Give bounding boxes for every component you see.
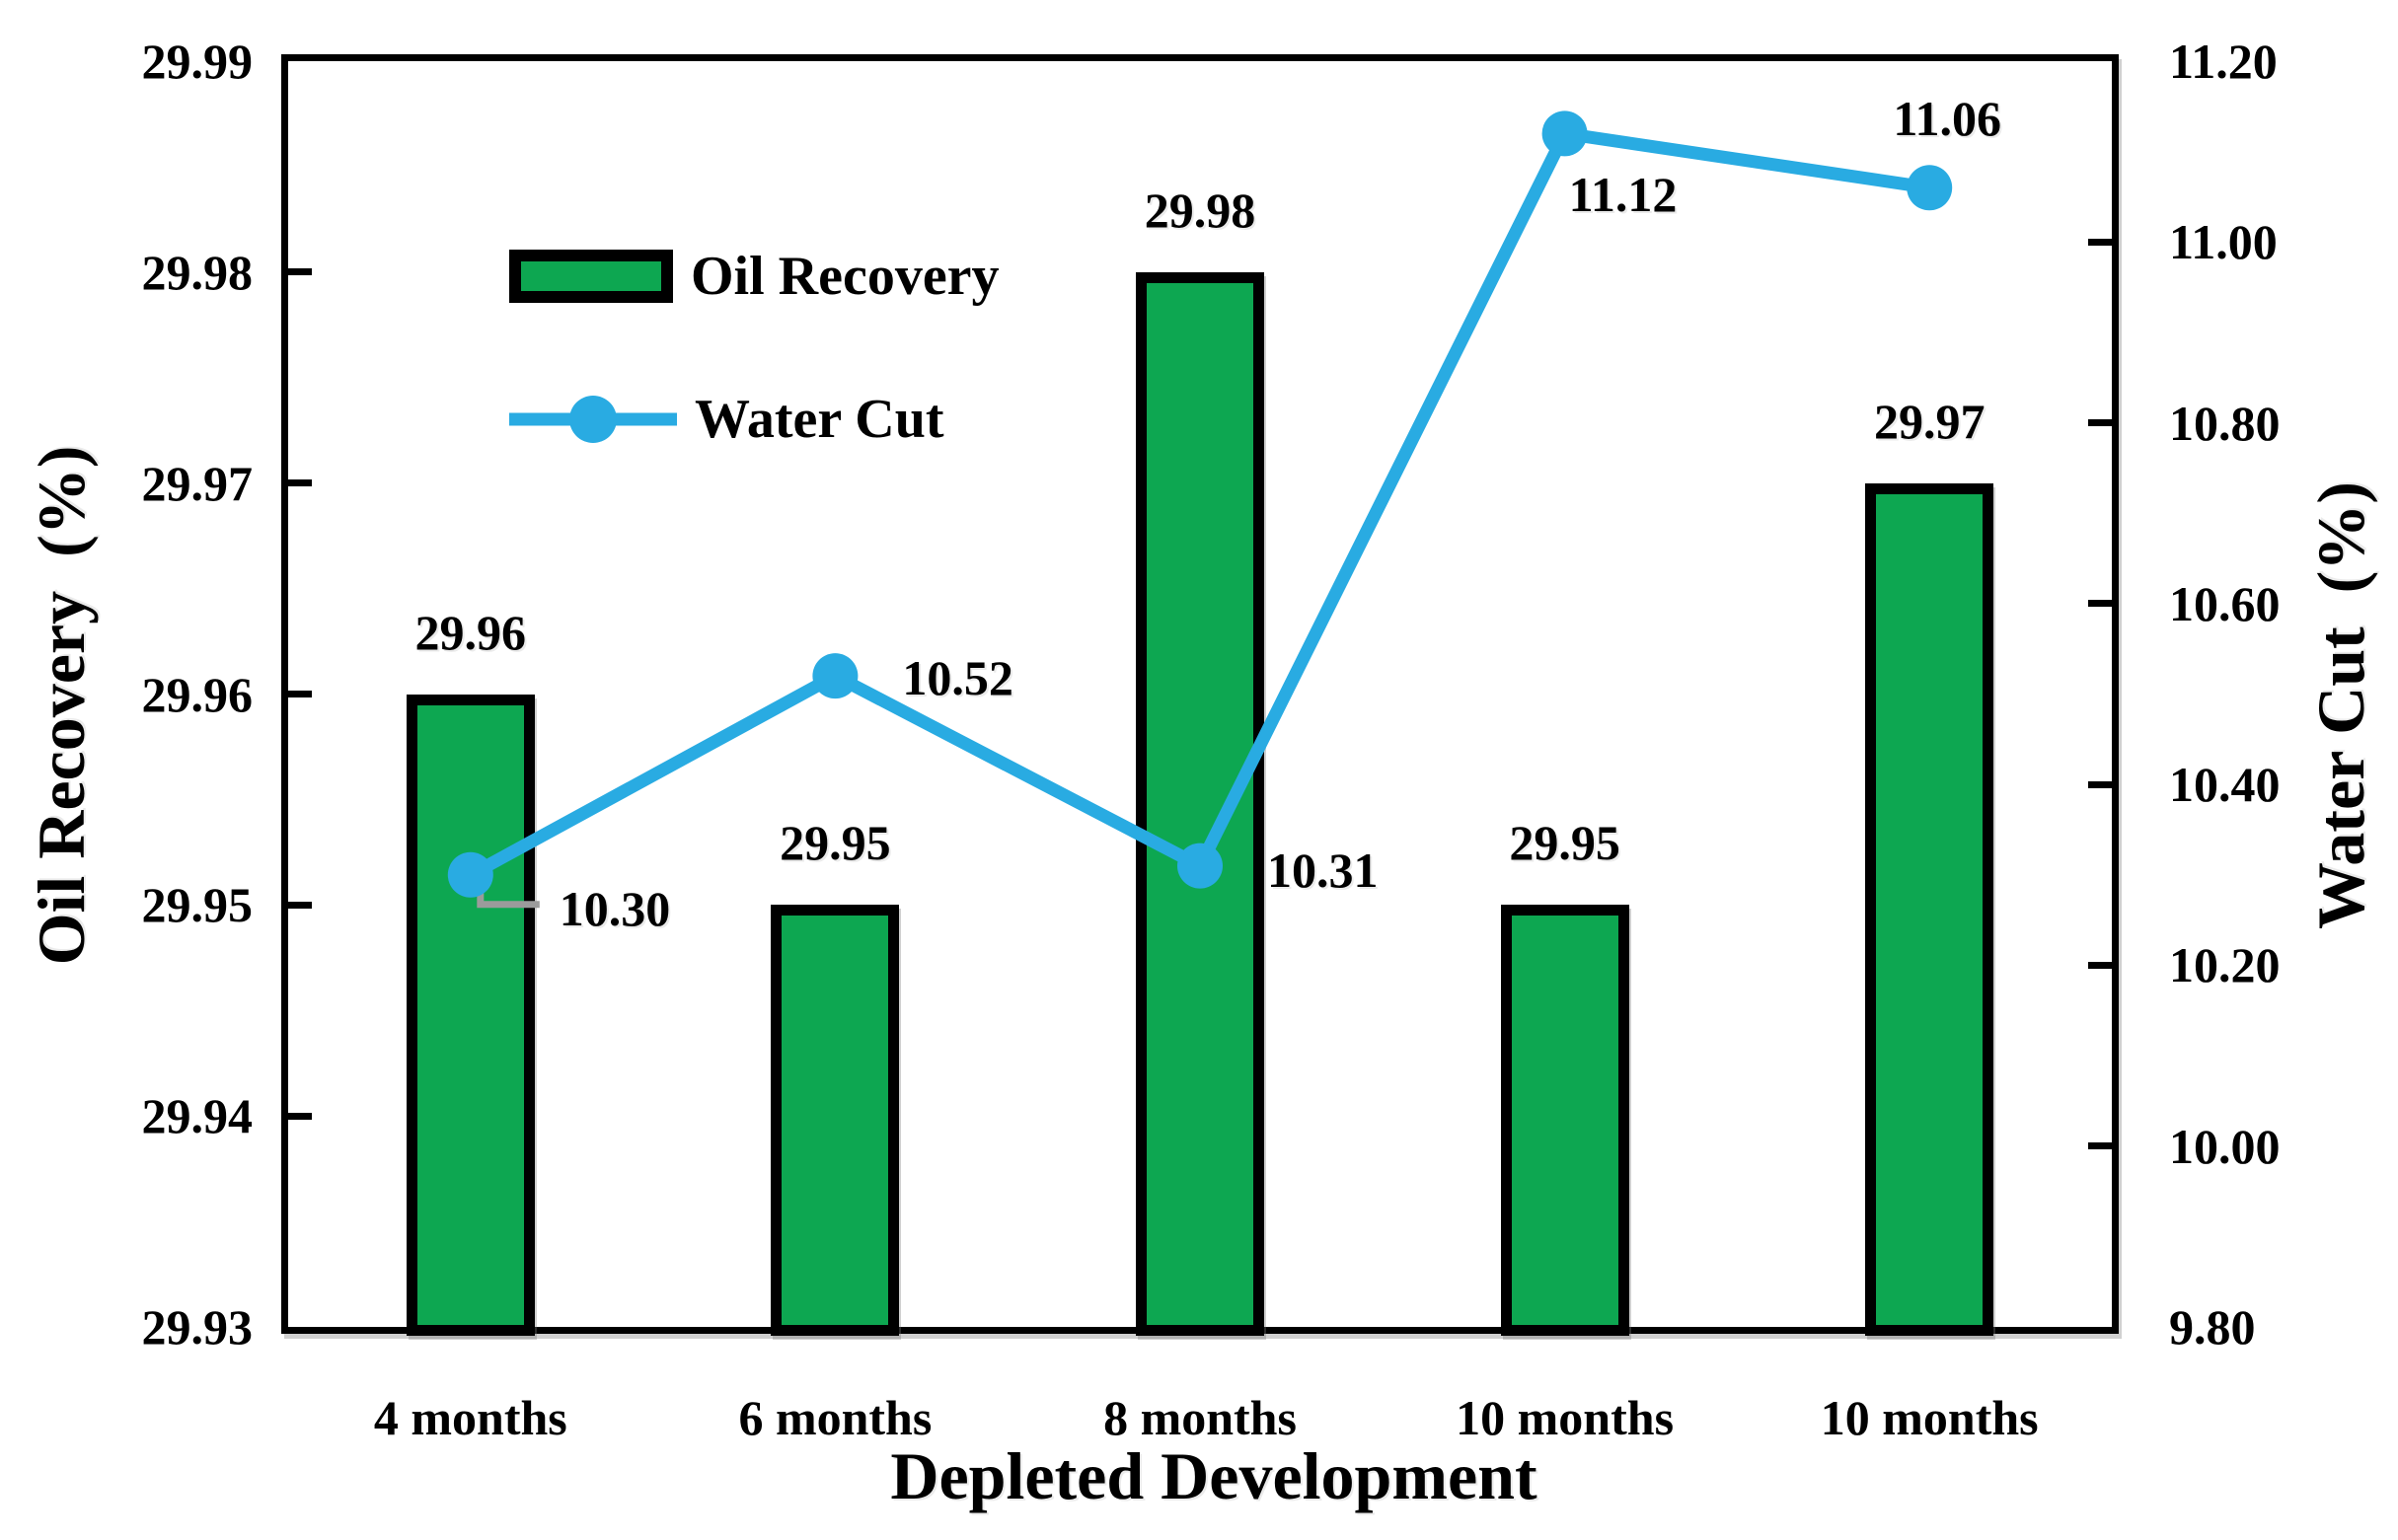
x-axis-category-label: 8 months: [1103, 1390, 1297, 1445]
legend-item-oil-recovery: Oil Recovery: [509, 248, 1000, 305]
right-axis-tick-label: 10.20: [2169, 937, 2281, 993]
left-axis-tick-label: 29.99: [141, 34, 254, 89]
water-cut-marker: [1177, 843, 1223, 889]
left-axis-tick-mark: [288, 479, 312, 487]
right-axis-tick-label: 10.00: [2169, 1118, 2281, 1174]
left-axis-tick-label: 29.94: [141, 1088, 254, 1144]
left-axis-tick-mark: [288, 691, 312, 697]
legend-label-water-cut: Water Cut: [695, 389, 944, 450]
right-axis-tick-label: 9.80: [2169, 1299, 2256, 1355]
left-axis-tick-label: 29.93: [141, 1299, 254, 1355]
x-axis-category-label: 6 months: [738, 1390, 933, 1445]
left-axis-tick-mark: [288, 901, 312, 909]
oil-recovery-bar: [406, 694, 535, 1336]
bar-value-label: 29.95: [1509, 815, 1620, 871]
oil-recovery-bar: [771, 905, 900, 1336]
line-value-label: 11.12: [1568, 167, 1678, 223]
right-axis-tick-mark: [2088, 600, 2112, 608]
right-axis-tick-mark: [2088, 419, 2112, 427]
right-axis-tick-mark: [2088, 780, 2112, 788]
line-value-label: 10.31: [1267, 842, 1379, 898]
oil-recovery-bar: [1500, 905, 1629, 1336]
x-axis-category-label: 10 months: [1456, 1390, 1675, 1445]
left-axis-tick-label: 29.98: [141, 244, 254, 300]
left-axis-tick-label: 29.95: [141, 877, 254, 933]
right-axis-title: Water Cut (%): [2303, 481, 2378, 929]
right-axis-tick-label: 10.80: [2169, 395, 2281, 451]
water-cut-swatch-icon: [509, 389, 677, 450]
right-axis-tick-mark: [2088, 238, 2112, 246]
water-cut-marker: [1907, 165, 1953, 211]
bar-value-label: 29.97: [1873, 393, 1986, 449]
left-axis-tick-mark: [288, 268, 312, 276]
line-value-label: 10.52: [902, 650, 1013, 706]
oil-recovery-bar: [1865, 482, 1994, 1336]
water-cut-marker: [1541, 110, 1588, 157]
left-axis-tick-label: 29.96: [141, 666, 254, 722]
bar-value-label: 29.96: [414, 604, 527, 660]
right-axis-tick-mark: [2088, 1142, 2112, 1150]
bar-value-label: 29.95: [780, 815, 891, 871]
line-value-label: 11.06: [1893, 91, 2002, 147]
water-cut-marker: [812, 653, 859, 699]
water-cut-line: [467, 126, 1931, 881]
water-cut-marker: [447, 851, 493, 898]
legend-item-water-cut: Water Cut: [509, 389, 944, 450]
oil-recovery-swatch-icon: [509, 250, 673, 303]
legend-label-oil-recovery: Oil Recovery: [691, 246, 1000, 307]
left-axis-tick-mark: [288, 1112, 312, 1120]
x-axis-title: Depleted Development: [890, 1438, 1537, 1513]
line-value-label: 10.30: [559, 880, 671, 936]
x-axis-category-label: 10 months: [1820, 1390, 2039, 1445]
right-axis-tick-label: 11.20: [2169, 34, 2278, 89]
oil-recovery-bar: [1136, 271, 1264, 1336]
left-axis-tick-label: 29.97: [141, 455, 254, 511]
right-axis-tick-label: 10.40: [2169, 757, 2281, 813]
x-axis-category-label: 4 months: [373, 1390, 567, 1445]
bar-value-label: 29.98: [1144, 182, 1256, 238]
right-axis-tick-mark: [2088, 961, 2112, 969]
left-axis-title: Oil Recovery (%): [24, 445, 99, 966]
right-axis-tick-label: 11.00: [2169, 214, 2278, 270]
right-axis-tick-label: 10.60: [2169, 575, 2281, 631]
